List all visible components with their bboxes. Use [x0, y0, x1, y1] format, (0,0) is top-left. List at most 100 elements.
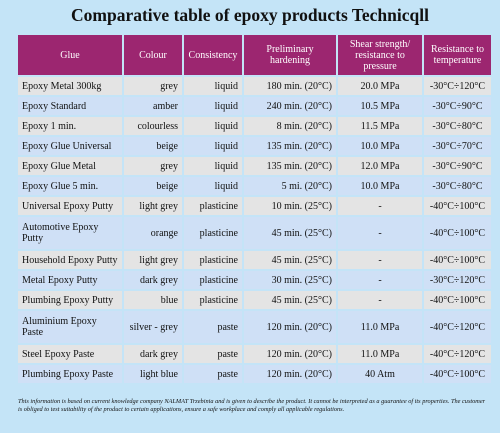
cell-hardening: 8 min. (20°C): [244, 117, 336, 135]
header-hardening: Preliminary hardening: [244, 35, 336, 75]
cell-colour: orange: [124, 217, 182, 249]
cell-shear-strength: -: [338, 197, 422, 215]
cell-glue: Automotive Epoxy Putty: [18, 217, 122, 249]
cell-consistency: plasticine: [184, 251, 242, 269]
cell-consistency: liquid: [184, 177, 242, 195]
cell-hardening: 10 min. (25°C): [244, 197, 336, 215]
cell-consistency: plasticine: [184, 217, 242, 249]
cell-colour: dark grey: [124, 271, 182, 289]
cell-shear-strength: 20.0 MPa: [338, 77, 422, 95]
table-row: Epoxy Glue Universal beige liquid 135 min. …: [18, 137, 491, 155]
cell-glue: Epoxy Glue Metal: [18, 157, 122, 175]
cell-hardening: 135 min. (20°C): [244, 157, 336, 175]
cell-glue: Plumbing Epoxy Putty: [18, 291, 122, 309]
cell-hardening: 135 min. (20°C): [244, 137, 336, 155]
cell-glue: Epoxy Glue 5 min.: [18, 177, 122, 195]
cell-hardening: 120 min. (20°C): [244, 365, 336, 383]
epoxy-comparison-table: Glue Colour Consistency Preliminary hard…: [16, 33, 493, 385]
cell-colour: beige: [124, 177, 182, 195]
cell-consistency: paste: [184, 365, 242, 383]
cell-colour: silver - grey: [124, 311, 182, 343]
cell-shear-strength: -: [338, 291, 422, 309]
cell-consistency: liquid: [184, 137, 242, 155]
cell-consistency: liquid: [184, 97, 242, 115]
cell-temperature: -40°C÷100°C: [424, 251, 491, 269]
cell-glue: Epoxy 1 min.: [18, 117, 122, 135]
cell-temperature: -30°C÷80°C: [424, 177, 491, 195]
cell-hardening: 180 min. (20°C): [244, 77, 336, 95]
cell-glue: Universal Epoxy Putty: [18, 197, 122, 215]
cell-colour: blue: [124, 291, 182, 309]
cell-temperature: -40°C÷100°C: [424, 197, 491, 215]
header-temperature: Resistance to temperature: [424, 35, 491, 75]
table-row: Aluminium Epoxy Paste silver - grey paste 1…: [18, 311, 491, 343]
cell-shear-strength: 12.0 MPa: [338, 157, 422, 175]
cell-hardening: 30 min. (25°C): [244, 271, 336, 289]
cell-shear-strength: 11.0 MPa: [338, 311, 422, 343]
cell-shear-strength: 10.5 MPa: [338, 97, 422, 115]
cell-temperature: -30°C÷120°C: [424, 77, 491, 95]
cell-colour: light grey: [124, 197, 182, 215]
table-row: Household Epoxy Putty light grey plasticin…: [18, 251, 491, 269]
cell-consistency: liquid: [184, 117, 242, 135]
cell-glue: Metal Epoxy Putty: [18, 271, 122, 289]
cell-hardening: 120 min. (20°C): [244, 311, 336, 343]
cell-hardening: 45 min. (25°C): [244, 291, 336, 309]
cell-glue: Epoxy Standard: [18, 97, 122, 115]
header-consistency: Consistency: [184, 35, 242, 75]
cell-consistency: plasticine: [184, 291, 242, 309]
cell-temperature: -30°C÷120°C: [424, 271, 491, 289]
cell-glue: Household Epoxy Putty: [18, 251, 122, 269]
cell-consistency: paste: [184, 311, 242, 343]
cell-hardening: 240 min. (20°C): [244, 97, 336, 115]
cell-hardening: 45 min. (25°C): [244, 251, 336, 269]
cell-colour: light grey: [124, 251, 182, 269]
cell-consistency: liquid: [184, 157, 242, 175]
cell-shear-strength: 10.0 MPa: [338, 137, 422, 155]
cell-glue: Steel Epoxy Paste: [18, 345, 122, 363]
cell-temperature: -40°C÷120°C: [424, 311, 491, 343]
cell-glue: Epoxy Metal 300kg: [18, 77, 122, 95]
table-row: Epoxy Glue 5 min. beige liquid 5 mi. (20°C)…: [18, 177, 491, 195]
table-header-row: Glue Colour Consistency Preliminary hard…: [18, 35, 491, 75]
cell-shear-strength: 11.0 MPa: [338, 345, 422, 363]
cell-shear-strength: -: [338, 251, 422, 269]
cell-glue: Aluminium Epoxy Paste: [18, 311, 122, 343]
page-title: Comparative table of epoxy products Tech…: [71, 5, 429, 25]
cell-glue: Epoxy Glue Universal: [18, 137, 122, 155]
header-shear-strength: Shear strength/ resistance to pressure: [338, 35, 422, 75]
table-row: Epoxy Metal 300kg grey liquid 180 min. (20°…: [18, 77, 491, 95]
table-row: Metal Epoxy Putty dark grey plasticine 30 m…: [18, 271, 491, 289]
cell-hardening: 45 min. (25°C): [244, 217, 336, 249]
cell-shear-strength: 40 Atm: [338, 365, 422, 383]
cell-colour: grey: [124, 77, 182, 95]
table-row: Steel Epoxy Paste dark grey paste 120 min. …: [18, 345, 491, 363]
cell-temperature: -40°C÷100°C: [424, 291, 491, 309]
cell-hardening: 120 min. (20°C): [244, 345, 336, 363]
cell-hardening: 5 mi. (20°C): [244, 177, 336, 195]
table-row: Epoxy Glue Metal grey liquid 135 min. (20°C…: [18, 157, 491, 175]
cell-temperature: -30°C÷80°C: [424, 117, 491, 135]
cell-glue: Plumbing Epoxy Paste: [18, 365, 122, 383]
table-row: Epoxy 1 min. colourless liquid 8 min. (20°C…: [18, 117, 491, 135]
table-row: Epoxy Standard amber liquid 240 min. (20°C)…: [18, 97, 491, 115]
cell-shear-strength: 10.0 MPa: [338, 177, 422, 195]
cell-colour: grey: [124, 157, 182, 175]
table-row: Universal Epoxy Putty light grey plasticin…: [18, 197, 491, 215]
table-row: Plumbing Epoxy Paste light blue paste 120 m…: [18, 365, 491, 383]
cell-temperature: -40°C÷120°C: [424, 345, 491, 363]
cell-colour: colourless: [124, 117, 182, 135]
cell-temperature: -30°C÷90°C: [424, 157, 491, 175]
cell-colour: light blue: [124, 365, 182, 383]
cell-consistency: paste: [184, 345, 242, 363]
cell-temperature: -30°C÷70°C: [424, 137, 491, 155]
cell-shear-strength: -: [338, 217, 422, 249]
cell-colour: beige: [124, 137, 182, 155]
disclaimer-note: This information is based on current kno…: [18, 398, 486, 413]
table-row: Plumbing Epoxy Putty blue plasticine 45 min…: [18, 291, 491, 309]
cell-temperature: -40°C÷100°C: [424, 217, 491, 249]
table-row: Automotive Epoxy Putty orange plasticine 45…: [18, 217, 491, 249]
cell-temperature: -40°C÷100°C: [424, 365, 491, 383]
cell-shear-strength: -: [338, 271, 422, 289]
cell-consistency: liquid: [184, 77, 242, 95]
